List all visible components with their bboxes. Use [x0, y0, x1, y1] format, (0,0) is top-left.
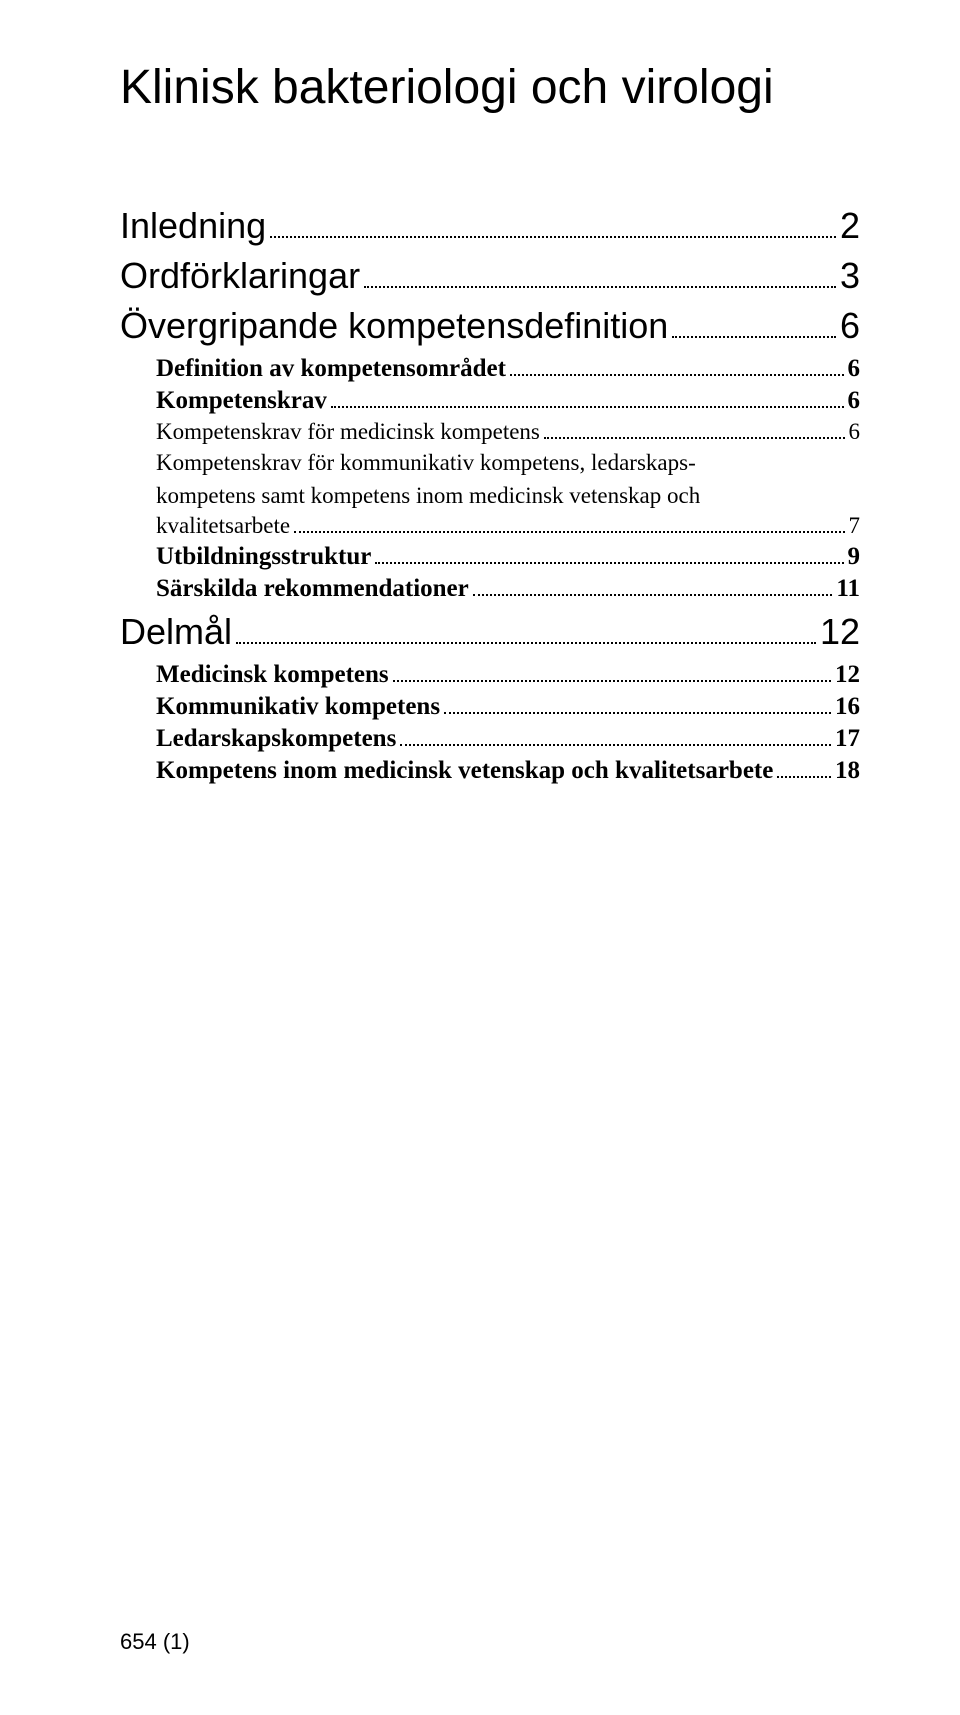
dot-leader: [510, 374, 844, 376]
toc-page: 16: [835, 693, 860, 721]
toc-page: 3: [840, 255, 860, 297]
toc-label: kvalitetsarbete: [156, 513, 290, 539]
dot-leader: [400, 744, 831, 746]
toc-entry: Inledning 2: [120, 205, 860, 247]
toc-label: Kompetens inom medicinsk vetenskap och k…: [156, 757, 773, 785]
dot-leader: [331, 406, 844, 408]
toc-page: 18: [835, 757, 860, 785]
toc-entry: Kompetenskrav 6: [120, 387, 860, 415]
toc-label: Kommunikativ kompetens: [156, 693, 440, 721]
dot-leader: [544, 437, 845, 439]
toc-label: Kompetenskrav för medicinsk kompetens: [156, 419, 540, 445]
table-of-contents: Inledning 2 Ordförklaringar 3 Övergripan…: [120, 205, 860, 785]
toc-entry: Ledarskapskompetens 17: [120, 725, 860, 753]
dot-leader: [672, 336, 836, 338]
toc-label: Särskilda rekommendationer: [156, 575, 469, 603]
dot-leader: [236, 642, 816, 644]
dot-leader: [444, 712, 831, 714]
toc-entry: Ordförklaringar 3: [120, 255, 860, 297]
toc-label: Övergripande kompetensdefinition: [120, 305, 668, 347]
toc-page: 12: [820, 611, 860, 653]
toc-page: 6: [849, 419, 861, 445]
toc-entry: Definition av kompetensområdet 6: [120, 355, 860, 383]
toc-page: 12: [835, 661, 860, 689]
toc-label-line: kompetens samt kompetens inom medicinsk …: [120, 480, 860, 511]
toc-label: Definition av kompetensområdet: [156, 355, 506, 383]
toc-entry: Övergripande kompetensdefinition 6: [120, 305, 860, 347]
toc-page: 6: [848, 355, 861, 383]
page-title: Klinisk bakteriologi och virologi: [120, 60, 860, 115]
dot-leader: [393, 680, 831, 682]
toc-label: Ordförklaringar: [120, 255, 360, 297]
dot-leader: [777, 776, 831, 778]
toc-entry: Särskilda rekommendationer 11: [120, 575, 860, 603]
dot-leader: [473, 594, 833, 596]
toc-page: 17: [835, 725, 860, 753]
page-number: 654: [120, 1629, 157, 1654]
toc-entry: Kommunikativ kompetens 16: [120, 693, 860, 721]
toc-page: 2: [840, 205, 860, 247]
toc-entry: kvalitetsarbete 7: [120, 513, 860, 539]
toc-page: 9: [848, 543, 861, 571]
sheet-number: (1): [163, 1629, 190, 1654]
toc-page: 6: [840, 305, 860, 347]
toc-entry: Delmål 12: [120, 611, 860, 653]
toc-label-line: Kompetenskrav för kommunikativ kompetens…: [120, 447, 860, 478]
toc-label: Inledning: [120, 205, 266, 247]
toc-page: 7: [849, 513, 861, 539]
toc-entry: Utbildningsstruktur 9: [120, 543, 860, 571]
toc-label: Delmål: [120, 611, 232, 653]
dot-leader: [375, 562, 843, 564]
dot-leader: [364, 286, 836, 288]
toc-label: Ledarskapskompetens: [156, 725, 396, 753]
toc-page: 11: [836, 575, 860, 603]
dot-leader: [294, 531, 844, 533]
toc-label: Utbildningsstruktur: [156, 543, 371, 571]
toc-label: Kompetenskrav: [156, 387, 327, 415]
toc-entry: Kompetenskrav för medicinsk kompetens 6: [120, 419, 860, 445]
toc-page: 6: [848, 387, 861, 415]
page-footer: 654 (1): [120, 1629, 190, 1655]
toc-label: Medicinsk kompetens: [156, 661, 389, 689]
toc-entry: Medicinsk kompetens 12: [120, 661, 860, 689]
dot-leader: [270, 236, 836, 238]
toc-entry: Kompetens inom medicinsk vetenskap och k…: [120, 757, 860, 785]
